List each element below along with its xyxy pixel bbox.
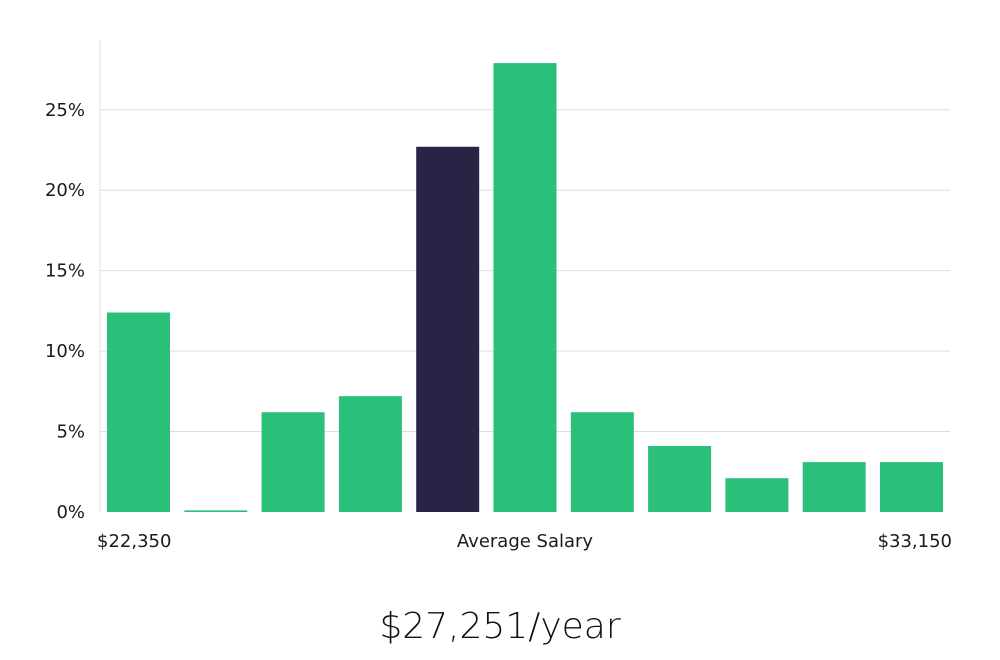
bars [107, 63, 943, 513]
y-tick-label: 5% [56, 422, 85, 443]
bar [725, 478, 789, 512]
bar [648, 446, 712, 512]
bar [880, 462, 943, 512]
x-label-min: $22,350 [97, 531, 171, 552]
average-salary-value: $27,251/year [379, 606, 621, 647]
bar [802, 462, 866, 512]
bar [261, 412, 325, 512]
bar [570, 412, 634, 512]
x-label-average: Average Salary [457, 531, 594, 552]
bar [107, 312, 170, 512]
bar [338, 396, 402, 512]
y-tick-label: 20% [45, 180, 85, 201]
bar [493, 63, 557, 513]
y-tick-label: 0% [56, 502, 85, 523]
y-tick-labels: 0% 5% 10% 15% 20% 25% [45, 100, 85, 523]
x-label-max: $33,150 [878, 531, 952, 552]
y-tick-label: 15% [45, 261, 85, 282]
y-tick-label: 10% [45, 341, 85, 362]
y-tick-label: 25% [45, 100, 85, 121]
bar [184, 510, 248, 512]
bar-average [416, 146, 480, 512]
salary-histogram: 0%5%10%15%20%25% $22,350 Average Salary … [45, 40, 952, 552]
